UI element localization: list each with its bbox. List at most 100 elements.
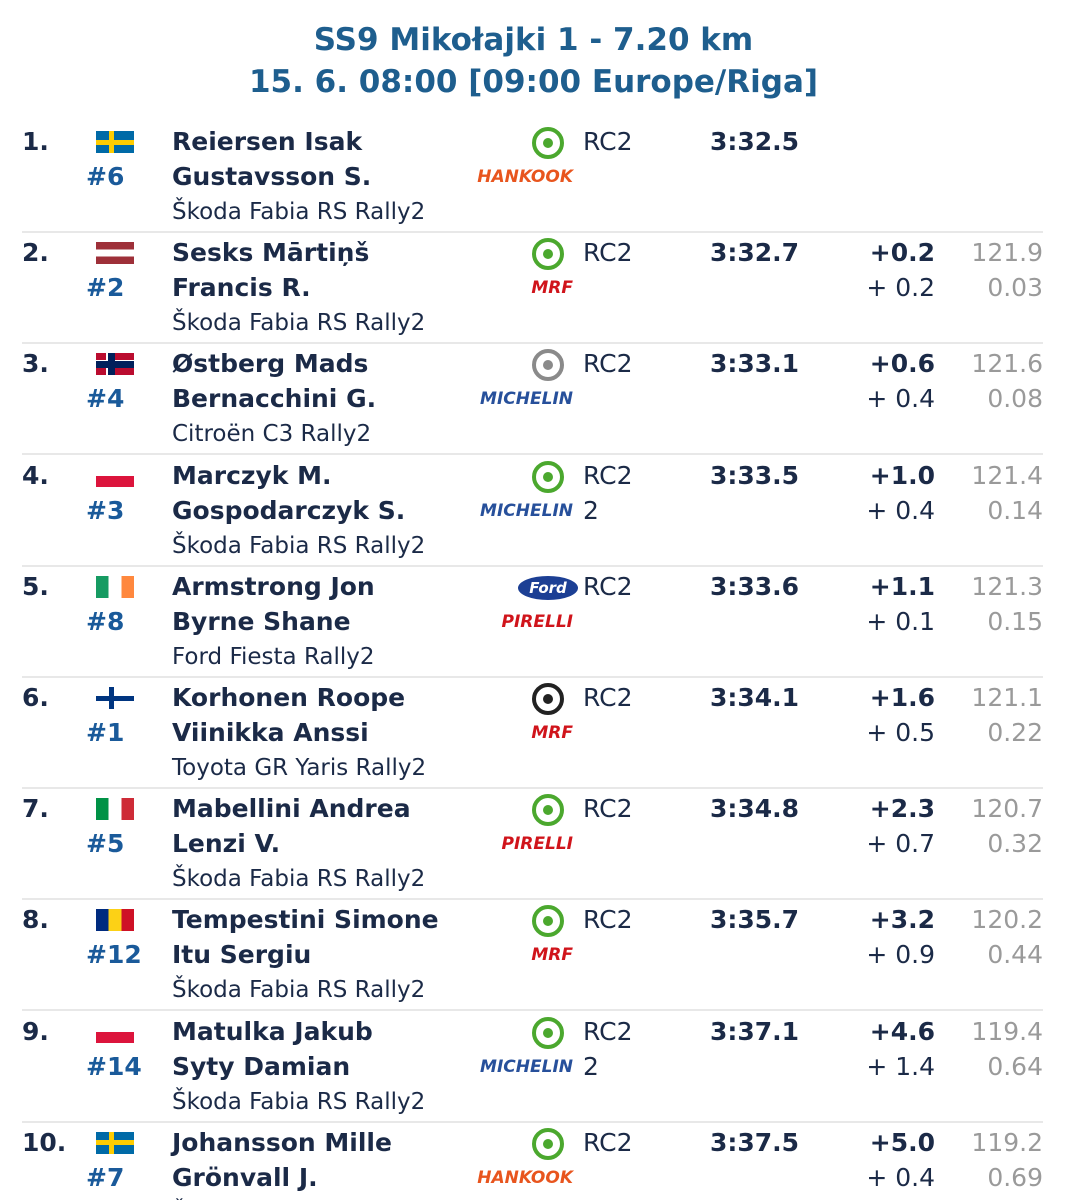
car-number: #12 — [86, 940, 142, 970]
diff-previous: + 0.1 — [866, 606, 935, 636]
diff-per-km: 0.64 — [987, 1051, 1043, 1081]
manufacturer-logo — [532, 794, 564, 827]
driver: Østberg Mads — [172, 349, 369, 379]
driver: Sesks Mārtiņš — [172, 238, 370, 268]
diff-previous: + 0.2 — [866, 273, 935, 303]
codriver: Itu Sergiu — [172, 940, 312, 970]
stage-time: 3:33.6 — [710, 571, 800, 601]
logo-inner — [543, 805, 553, 816]
car-number: #5 — [86, 829, 125, 859]
diff-per-km: 0.08 — [987, 384, 1043, 414]
tyre-logo: MRF — [531, 278, 573, 299]
codriver: Grönvall J. — [172, 1162, 318, 1192]
position: 5. — [22, 571, 49, 601]
manufacturer-logo: Ford — [518, 575, 578, 600]
row-separator — [22, 342, 1043, 345]
flag — [96, 1131, 134, 1154]
avg-speed: 121.9 — [971, 238, 1043, 268]
car-model: Škoda Fabia RS Rally2 — [172, 866, 426, 893]
tyre-logo: MICHELIN — [480, 1056, 573, 1077]
stage-time: 3:34.1 — [710, 683, 800, 712]
manufacturer-logo — [532, 238, 564, 271]
diff-leader: +0.2 — [869, 238, 935, 268]
flag — [96, 464, 134, 487]
flag — [96, 1020, 134, 1043]
class: RC2 — [583, 1016, 633, 1046]
diff-previous: + 0.9 — [866, 940, 935, 970]
flag-cross — [96, 695, 134, 701]
car-number: #3 — [86, 495, 125, 525]
row-separator — [22, 1120, 1043, 1123]
position: 2. — [22, 238, 49, 268]
stage-time: 3:32.5 — [710, 127, 800, 156]
codriver: Gustavsson S. — [172, 162, 372, 191]
avg-speed: 121.4 — [971, 460, 1043, 490]
diff-per-km: 0.14 — [987, 495, 1043, 525]
driver: Marczyk M. — [172, 460, 332, 490]
subclass: 2 — [583, 495, 599, 525]
row-separator — [22, 898, 1043, 901]
diff-per-km: 0.22 — [987, 718, 1043, 747]
driver: Matulka Jakub — [172, 1016, 373, 1046]
car-number: #2 — [86, 273, 125, 303]
stage-time: 3:34.8 — [710, 794, 800, 824]
diff-leader: +2.3 — [869, 794, 935, 824]
row-separator — [22, 675, 1043, 678]
logo-inner — [543, 916, 553, 927]
car-model: Škoda Fabia RS Rally2 — [172, 532, 426, 559]
diff-leader: +1.6 — [869, 683, 935, 712]
codriver: Syty Damian — [172, 1051, 351, 1081]
driver: Reiersen Isak — [172, 127, 363, 156]
tyre-logo: PIRELLI — [501, 834, 573, 855]
flag — [96, 909, 134, 932]
logo-inner — [543, 360, 553, 371]
flag — [96, 687, 134, 709]
manufacturer-logo — [532, 683, 564, 715]
codriver: Bernacchini G. — [172, 384, 377, 414]
position: 10. — [22, 1127, 67, 1157]
row-separator — [22, 231, 1043, 233]
class: RC2 — [583, 905, 633, 935]
driver: Johansson Mille — [172, 1127, 392, 1157]
flag — [96, 575, 134, 598]
avg-speed: 121.6 — [971, 349, 1043, 379]
car-model: Ford Fiesta Rally2 — [172, 643, 375, 670]
logo-inner — [543, 471, 553, 482]
position: 9. — [22, 1016, 49, 1046]
codriver: Byrne Shane — [172, 606, 351, 636]
car-number: #6 — [86, 162, 125, 191]
driver: Mabellini Andrea — [172, 794, 411, 824]
row-separator — [22, 453, 1043, 456]
class: RC2 — [583, 238, 633, 268]
diff-leader: +5.0 — [869, 1127, 935, 1157]
avg-speed: 121.1 — [971, 683, 1043, 712]
row-separator — [22, 1009, 1043, 1012]
diff-per-km: 0.03 — [987, 273, 1043, 303]
manufacturer-logo — [532, 460, 564, 493]
driver: Tempestini Simone — [172, 905, 439, 935]
subclass: 2 — [583, 1051, 599, 1081]
diff-leader: +3.2 — [869, 905, 935, 935]
diff-previous: + 0.5 — [866, 718, 935, 747]
flag-cross — [96, 360, 134, 368]
car-number: #4 — [86, 384, 125, 414]
car-model: Toyota GR Yaris Rally2 — [172, 755, 427, 781]
stage-title: SS9 Mikołajki 1 - 7.20 km — [313, 22, 754, 58]
class: RC2 — [583, 460, 633, 490]
diff-per-km: 0.32 — [987, 829, 1043, 859]
diff-leader: +0.6 — [869, 349, 935, 379]
avg-speed: 119.2 — [971, 1127, 1043, 1157]
logo-inner — [543, 138, 553, 148]
diff-leader: +1.1 — [869, 571, 935, 601]
tyre-logo: PIRELLI — [501, 611, 573, 632]
manufacturer-logo — [532, 905, 564, 938]
codriver: Viinikka Anssi — [172, 718, 369, 747]
class: RC2 — [583, 794, 633, 824]
diff-previous: + 0.4 — [866, 1162, 935, 1192]
diff-per-km: 0.69 — [987, 1162, 1043, 1192]
car-model: Škoda Fabia RS Rally2 — [172, 1196, 425, 1200]
position: 1. — [22, 127, 49, 156]
flag-cross — [96, 139, 134, 145]
diff-previous: + 0.4 — [866, 384, 935, 414]
tyre-logo: MICHELIN — [480, 389, 573, 410]
